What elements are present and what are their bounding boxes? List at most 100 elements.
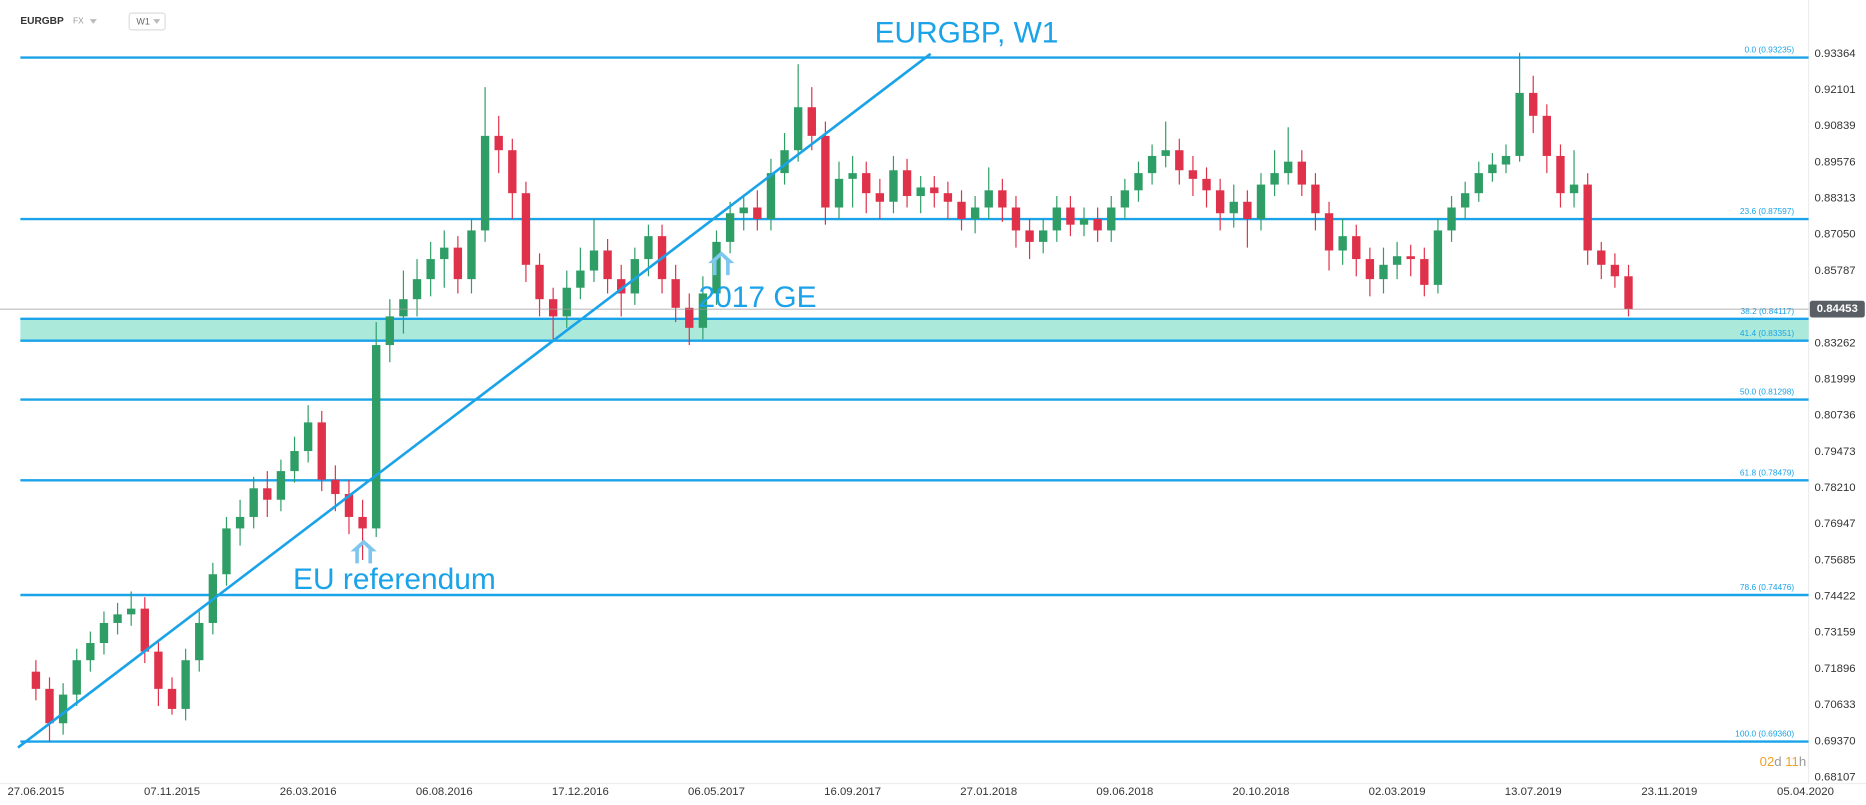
dropdown-arrow[interactable] <box>153 19 161 24</box>
candle-body <box>331 479 340 495</box>
candle-body <box>372 345 381 529</box>
candle-body <box>630 259 640 294</box>
candle-body <box>834 178 844 208</box>
y-tick-label: 0.92101 <box>1815 84 1856 96</box>
candle-body <box>862 173 871 194</box>
candle-body <box>1147 155 1157 174</box>
candle-body <box>1025 230 1034 242</box>
candle-body <box>998 190 1007 208</box>
y-tick-label: 0.70633 <box>1815 699 1856 711</box>
market: FX <box>73 16 84 26</box>
candle-body <box>58 694 68 724</box>
countdown-part: h <box>1799 755 1806 770</box>
candle-body <box>930 187 939 194</box>
candle-body <box>739 207 748 214</box>
candle-body <box>99 622 109 644</box>
candle-body <box>263 488 272 500</box>
symbol[interactable]: EURGBP <box>20 16 64 27</box>
y-tick-label: 0.89576 <box>1815 156 1856 168</box>
candle-body <box>303 422 313 452</box>
y-tick-label: 0.79473 <box>1815 446 1856 458</box>
fib-label: 38.2 (0.84117) <box>1740 306 1794 316</box>
candle-body <box>1039 230 1048 242</box>
candle-body <box>1583 184 1592 251</box>
fib-label: 41.4 (0.83351) <box>1740 328 1795 338</box>
interval[interactable]: W1 <box>136 17 149 27</box>
candle-body <box>1597 250 1606 265</box>
candle-body <box>671 279 680 308</box>
candle-body <box>290 451 299 472</box>
candle-body <box>1175 150 1184 171</box>
candle-body <box>358 516 367 529</box>
fib-label: 61.8 (0.78479) <box>1740 467 1795 477</box>
candle-body <box>943 193 953 202</box>
fib-label: 23.6 (0.87597) <box>1740 206 1795 216</box>
candle-body <box>453 247 463 280</box>
candle-body <box>957 201 966 219</box>
x-tick-label: 27.06.2015 <box>7 786 64 798</box>
candle-body <box>521 193 531 265</box>
candle-body <box>1624 276 1633 310</box>
candle-body <box>426 259 435 280</box>
candle-body <box>875 193 885 202</box>
interval-select[interactable] <box>128 12 166 31</box>
candle-body <box>1324 213 1334 251</box>
y-tick-label: 0.69370 <box>1815 735 1856 747</box>
candle-body <box>494 135 503 151</box>
candle-body <box>1406 256 1415 260</box>
candle-body <box>1556 155 1565 194</box>
price-label-bg <box>1809 300 1865 318</box>
candle-body <box>753 207 762 219</box>
x-tick-label: 07.11.2015 <box>144 786 200 798</box>
candle-body <box>970 207 980 219</box>
candle-body <box>1188 170 1198 179</box>
x-tick-label: 06.05.2017 <box>688 786 745 798</box>
fib-layer: 0.0 (0.93235) 23.6 (0.87597) 38.2 (0.84117… <box>20 45 1809 743</box>
candle-body <box>344 494 354 517</box>
candle-body <box>821 135 830 208</box>
x-tick-label: 27.01.2018 <box>960 786 1017 798</box>
candle-body <box>385 316 394 346</box>
dropdown-arrow[interactable] <box>89 19 97 24</box>
y-tick-label: 0.87050 <box>1815 229 1856 241</box>
candle-body <box>535 264 544 300</box>
candle-body <box>793 107 803 151</box>
annotation: EU referendum <box>293 563 496 596</box>
candle-body <box>1338 236 1347 251</box>
candle-body <box>72 660 81 695</box>
candle-body <box>45 688 54 724</box>
candle-body <box>1433 230 1443 285</box>
candle-body <box>1365 259 1375 280</box>
candle-body <box>1134 173 1143 191</box>
candle-body <box>589 250 599 271</box>
x-tick-label: 02.03.2019 <box>1369 786 1426 798</box>
candle-body <box>1501 155 1511 165</box>
y-tick-label: 0.93364 <box>1815 48 1856 60</box>
fib-label: 50.0 (0.81298) <box>1740 387 1795 397</box>
y-tick-label: 0.78210 <box>1815 482 1856 494</box>
x-tick-label: 16.09.2017 <box>824 786 881 798</box>
candle-body <box>412 279 422 300</box>
candle-body <box>1352 236 1361 260</box>
candle-body <box>113 614 122 623</box>
candle-body <box>1311 184 1320 214</box>
x-tick-label: 23.11.2019 <box>1641 786 1697 798</box>
x-tick-label: 26.03.2016 <box>280 786 337 798</box>
x-tick-label: 13.07.2019 <box>1505 786 1562 798</box>
y-tick-label: 0.68107 <box>1815 771 1856 783</box>
candle-body <box>249 488 258 517</box>
candle-body <box>576 270 585 288</box>
candle-body <box>276 471 286 500</box>
fib-label: 78.6 (0.74476) <box>1740 582 1795 592</box>
countdown-part: 11 <box>1785 755 1799 770</box>
candle-body <box>1052 207 1061 231</box>
candle-body <box>399 299 408 317</box>
candle-body <box>685 307 694 328</box>
countdown-part: d <box>1774 755 1781 770</box>
candle-body <box>1297 161 1307 185</box>
x-tick-label: 09.06.2018 <box>1096 786 1153 798</box>
x-tick-label: 06.08.2016 <box>416 786 473 798</box>
x-tick-label: 05.04.2020 <box>1777 786 1834 798</box>
